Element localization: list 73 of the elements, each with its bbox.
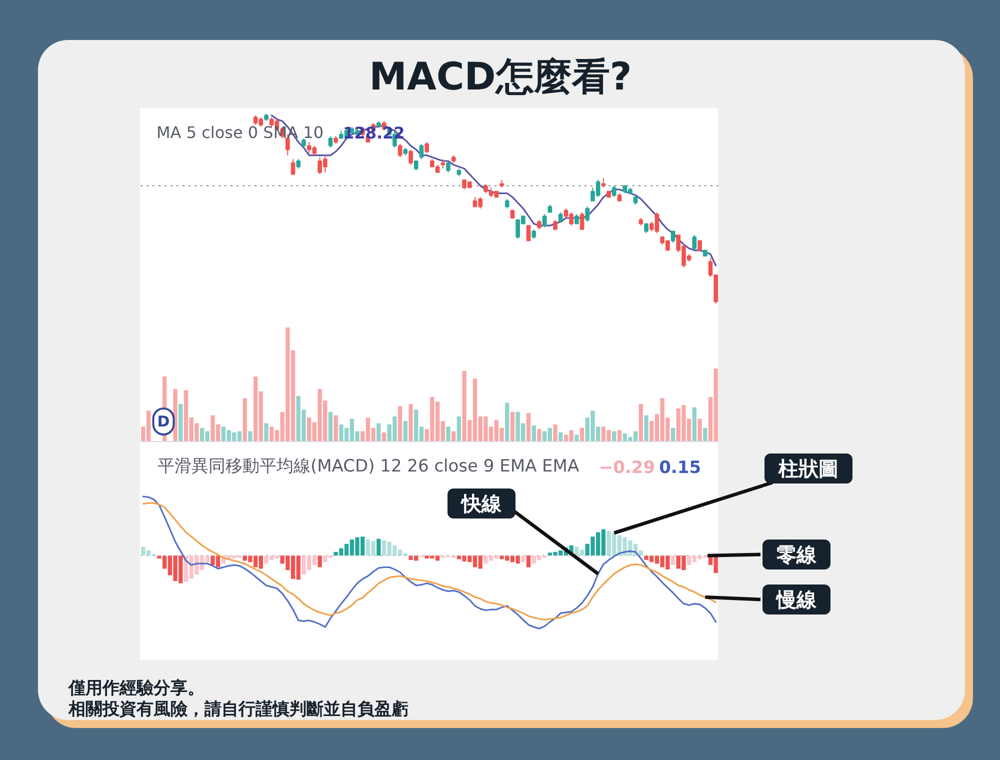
candlestick: [290, 158, 296, 175]
candlestick: [526, 225, 531, 242]
candlestick: [296, 158, 301, 170]
candlestick: [585, 206, 590, 222]
candlestick: [398, 143, 402, 158]
candlestick: [644, 223, 648, 234]
candlestick: [670, 230, 676, 244]
candlestick: [419, 143, 424, 160]
candlestick: [440, 158, 446, 170]
chart-title: 平滑異同移動平均線(MACD) 12 26 close 9 EMA EMA: [158, 456, 580, 476]
candlestick: [302, 138, 306, 148]
bar: [526, 413, 531, 442]
text: 慢線: [776, 588, 818, 612]
candlestick: [537, 219, 542, 230]
bar: [521, 556, 526, 562]
bar: [178, 404, 183, 442]
bar: [532, 426, 536, 442]
bar: [698, 418, 702, 442]
bar: [403, 420, 408, 442]
candlestick: [692, 234, 697, 251]
candlestick: [532, 228, 536, 240]
bar: [334, 415, 338, 442]
bar: [398, 406, 402, 442]
candlestick: [633, 194, 638, 206]
bar: [644, 415, 648, 442]
bar: [328, 412, 333, 442]
bar: [692, 407, 697, 442]
bar: [376, 423, 381, 442]
bar: [173, 389, 178, 442]
candlestick: [553, 219, 558, 230]
bar: [670, 556, 676, 566]
candlestick: [408, 149, 413, 166]
candlestick: [574, 214, 579, 224]
bar: [242, 398, 247, 442]
candlestick: [542, 214, 547, 228]
text: 僅用作經驗分享。: [68, 678, 204, 698]
bar: [574, 434, 579, 442]
annotation: 快線: [460, 492, 502, 516]
candlestick: [504, 198, 510, 209]
candlestick: [698, 240, 702, 251]
bar: [408, 404, 413, 442]
text: 0.15: [659, 458, 702, 478]
bar: [703, 428, 708, 442]
bar: [526, 556, 531, 568]
bar: [248, 431, 252, 442]
bar: [446, 426, 450, 442]
bar: [264, 423, 268, 442]
bar: [553, 424, 558, 442]
candlestick: [612, 185, 616, 198]
bar: [580, 428, 584, 442]
bar: [456, 416, 462, 442]
bar: [505, 402, 510, 442]
bar: [537, 428, 542, 442]
bar: [451, 431, 456, 442]
text: 相關投資有風險，請自行謹慎判斷並自負盈虧: [68, 700, 408, 720]
candlestick: [446, 160, 450, 173]
candlestick: [414, 160, 418, 171]
bar: [617, 430, 622, 442]
bar: [318, 556, 322, 568]
bar: [510, 412, 515, 442]
candlestick: [558, 212, 563, 222]
ref-line-label: 零線: [776, 542, 818, 566]
candlestick: [328, 136, 333, 148]
bar: [638, 404, 643, 442]
text: 柱狀圖: [778, 456, 838, 480]
bar: [376, 538, 381, 556]
annotation: D: [157, 412, 170, 430]
text: −0.29: [598, 458, 656, 478]
bar: [670, 428, 676, 442]
candlestick: [424, 142, 429, 154]
chart-title: MACD怎麼看?: [369, 54, 632, 98]
bar: [612, 431, 616, 442]
candlestick: [580, 212, 584, 230]
